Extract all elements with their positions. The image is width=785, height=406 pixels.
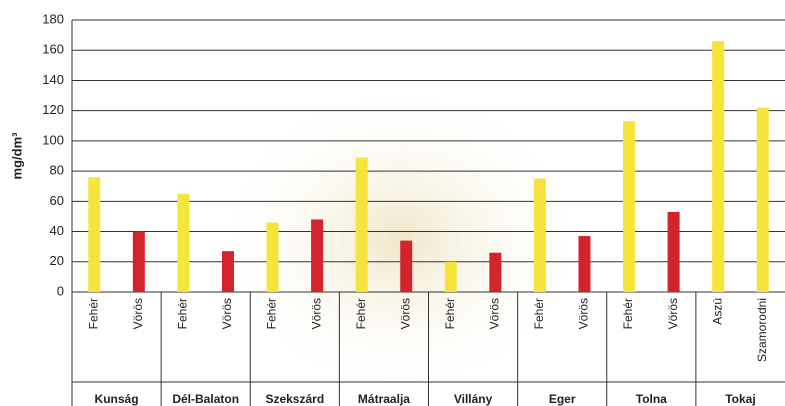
x-tick-label: Fehér [532, 298, 546, 329]
group-label: Eger [549, 392, 576, 406]
x-tick-label: Vörös [309, 298, 323, 329]
group-label: Tolna [636, 392, 667, 406]
bar [88, 177, 101, 292]
bar [578, 236, 591, 292]
bar [667, 211, 680, 292]
x-tick-label: Vörös [577, 298, 591, 329]
bar [266, 222, 279, 292]
x-tick-label: Vörös [131, 298, 145, 329]
x-tick-label: Aszú [710, 298, 724, 325]
bar [400, 240, 413, 292]
y-tick-label: 180 [42, 11, 64, 26]
y-tick-label: 20 [50, 253, 64, 268]
y-tick-label: 140 [42, 72, 64, 87]
bar [533, 178, 546, 292]
group-label: Mátraalja [358, 392, 410, 406]
bar [623, 121, 636, 292]
bar [177, 193, 190, 292]
y-tick-label: 60 [50, 193, 64, 208]
bar [132, 231, 145, 292]
x-tick-label: Vörös [220, 298, 234, 329]
group-label: Kunság [95, 392, 139, 406]
x-tick-label: Vörös [666, 298, 680, 329]
x-tick-label: Fehér [443, 298, 457, 329]
y-axis-title: mg/dm³ [9, 132, 24, 180]
x-tick-label: Fehér [354, 298, 368, 329]
y-tick-label: 160 [42, 42, 64, 57]
y-tick-label: 0 [57, 283, 64, 298]
y-tick-label: 100 [42, 132, 64, 147]
bar [221, 251, 234, 292]
background-image [210, 80, 590, 400]
x-tick-label: Fehér [176, 298, 190, 329]
group-label: Villány [454, 392, 493, 406]
y-tick-label: 80 [50, 163, 64, 178]
x-tick-label: Fehér [265, 298, 279, 329]
x-tick-label: Vörös [488, 298, 502, 329]
bar [712, 41, 725, 293]
x-tick-label: Fehér [86, 298, 100, 329]
y-tick-label: 120 [42, 102, 64, 117]
x-tick-label: Vörös [398, 298, 412, 329]
bar [489, 252, 502, 292]
x-tick-label: Fehér [621, 298, 635, 329]
group-label: Tokaj [725, 392, 755, 406]
y-tick-label: 40 [50, 223, 64, 238]
x-tick-label: Szamorodni [755, 298, 769, 362]
bar [311, 219, 324, 292]
group-label: Dél-Balaton [172, 392, 239, 406]
bar [756, 107, 769, 293]
bar [444, 261, 457, 292]
group-label: Szekszárd [265, 392, 324, 406]
bar [355, 157, 368, 292]
